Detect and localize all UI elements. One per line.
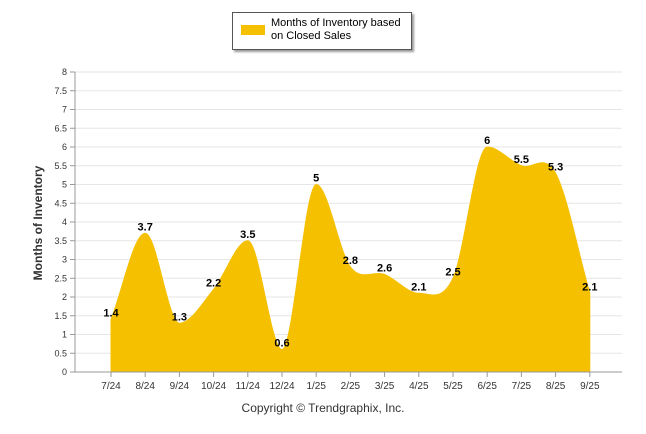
y-axis: 0 0.5 1 1.5 2 2.5 3 3.5 4 4.5 5 5.5 6 6.5 7 7.5 8 bbox=[54, 67, 76, 377]
area-fill bbox=[110, 146, 591, 373]
data-label: 1.3 bbox=[172, 311, 187, 323]
y-tick-label: 4.5 bbox=[54, 198, 67, 208]
x-tick-label: 5/25 bbox=[443, 381, 463, 392]
x-axis: 7/24 8/24 9/24 10/24 11/24 12/24 1/25 2/25 3/25 4… bbox=[75, 371, 622, 392]
y-tick-label: 3 bbox=[62, 255, 67, 265]
y-tick-label: 0 bbox=[62, 367, 67, 377]
y-tick-label: 5 bbox=[62, 180, 67, 190]
x-tick-label: 10/24 bbox=[201, 381, 226, 392]
y-tick-label: 7 bbox=[62, 105, 67, 115]
y-tick-label: 2 bbox=[62, 292, 67, 302]
y-tick-label: 1 bbox=[62, 330, 67, 340]
data-label: 2.1 bbox=[411, 281, 426, 293]
x-tick-label: 2/25 bbox=[341, 381, 361, 392]
y-tick-label: 6 bbox=[62, 142, 67, 152]
y-axis-title: Months of Inventory bbox=[31, 165, 45, 280]
y-tick-label: 0.5 bbox=[54, 348, 67, 358]
y-tick-label: 8 bbox=[62, 67, 67, 77]
data-label: 2.1 bbox=[582, 281, 597, 293]
x-tick-label: 11/24 bbox=[236, 381, 261, 392]
x-tick-label: 7/24 bbox=[101, 381, 121, 392]
x-tick-label: 7/25 bbox=[512, 381, 532, 392]
data-label: 6 bbox=[484, 135, 490, 147]
y-tick-label: 5.5 bbox=[54, 161, 67, 171]
data-label: 2.5 bbox=[445, 266, 460, 278]
data-label: 2.6 bbox=[377, 263, 392, 275]
x-tick-label: 8/25 bbox=[546, 381, 566, 392]
x-tick-label: 9/25 bbox=[580, 381, 600, 392]
data-label: 2.8 bbox=[343, 255, 358, 267]
y-tick-label: 2.5 bbox=[54, 273, 67, 283]
y-tick-label: 7.5 bbox=[54, 86, 67, 96]
copyright-text: Copyright © Trendgraphix, Inc. bbox=[241, 401, 405, 415]
y-tick-label: 1.5 bbox=[54, 311, 67, 321]
legend-label: Months of Inventory based on Closed Sale… bbox=[271, 17, 401, 42]
data-label: 3.5 bbox=[240, 229, 255, 241]
y-tick-label: 3.5 bbox=[54, 236, 67, 246]
data-label: 2.2 bbox=[206, 278, 221, 290]
x-tick-label: 1/25 bbox=[306, 381, 326, 392]
x-tick-label: 12/24 bbox=[269, 381, 294, 392]
data-label: 5 bbox=[313, 173, 319, 185]
legend[interactable]: Months of Inventory based on Closed Sale… bbox=[232, 12, 412, 50]
x-tick-label: 8/24 bbox=[135, 381, 155, 392]
data-label: 0.6 bbox=[274, 338, 289, 350]
x-tick-label: 6/25 bbox=[477, 381, 497, 392]
data-label: 5.3 bbox=[548, 161, 563, 173]
data-label: 5.5 bbox=[514, 154, 529, 166]
area-series bbox=[110, 146, 591, 373]
data-label: 1.4 bbox=[103, 308, 119, 320]
data-labels: 1.4 3.7 1.3 2.2 3.5 0.6 5 2.8 2.6 2.1 2.5 6 5.5 5.3 2.… bbox=[103, 135, 597, 350]
x-tick-label: 4/25 bbox=[409, 381, 429, 392]
y-tick-label: 6.5 bbox=[54, 123, 67, 133]
x-tick-label: 3/25 bbox=[375, 381, 395, 392]
x-tick-label: 9/24 bbox=[170, 381, 190, 392]
data-label: 3.7 bbox=[138, 221, 153, 233]
y-tick-label: 4 bbox=[62, 217, 67, 227]
legend-swatch bbox=[241, 25, 265, 35]
